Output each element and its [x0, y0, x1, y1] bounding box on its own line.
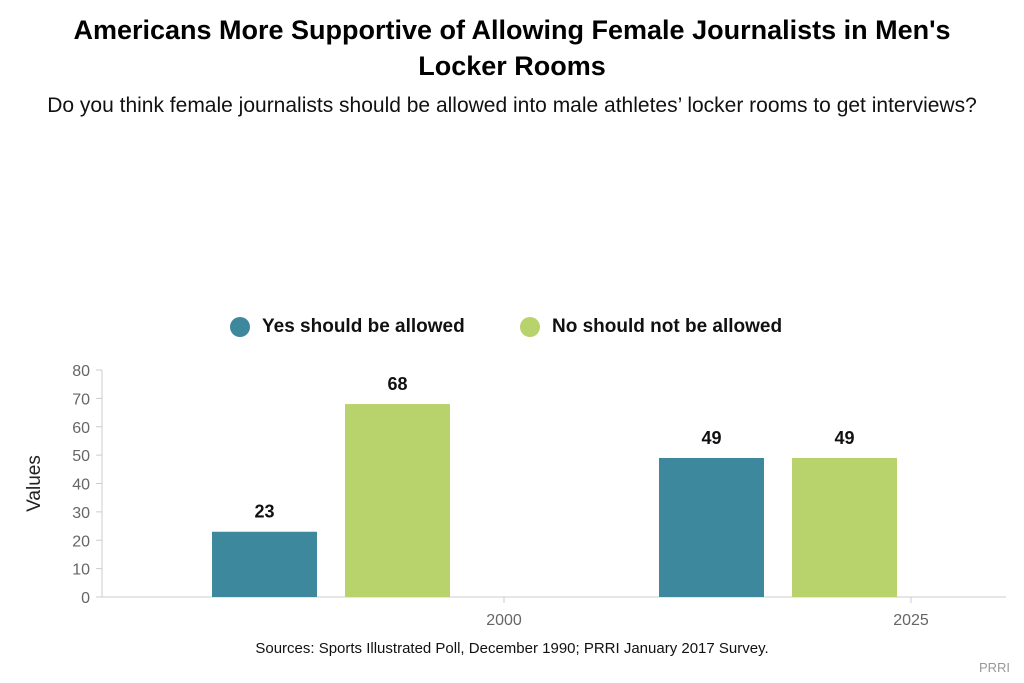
y-tick-label: 30 — [72, 505, 90, 522]
legend: Yes should be allowed No should not be a… — [0, 316, 1024, 342]
bar-no-1990 — [345, 404, 450, 597]
credit-label: PRRI — [978, 660, 1010, 675]
y-tick-label: 60 — [72, 420, 90, 437]
y-tick-label: 20 — [72, 533, 90, 550]
legend-swatch-yes — [230, 317, 250, 337]
y-tick-label: 70 — [72, 391, 90, 408]
legend-item-no: No should not be allowed — [520, 316, 782, 338]
y-tick-label: 40 — [72, 477, 90, 494]
y-axis-title: Values — [24, 455, 45, 512]
y-tick-label: 10 — [72, 562, 90, 579]
x-tick-label: 2000 — [486, 612, 522, 629]
legend-swatch-no — [520, 317, 540, 337]
legend-label-no: No should not be allowed — [552, 316, 783, 337]
y-tick-label: 0 — [81, 590, 90, 607]
bar-yes-2017 — [659, 457, 764, 597]
data-label: 49 — [834, 428, 854, 448]
data-label: 49 — [701, 428, 721, 448]
chart-title: Americans More Supportive of Allowing Fe… — [73, 15, 951, 81]
chart-subtitle: Do you think female journalists should b… — [47, 94, 977, 117]
x-tick-label: 2025 — [893, 612, 929, 629]
data-label: 68 — [387, 374, 407, 394]
legend-item-yes: Yes should be allowed — [230, 316, 465, 338]
y-tick-label: 80 — [72, 363, 90, 380]
bar-yes-1990 — [212, 531, 317, 597]
y-tick-label: 50 — [72, 448, 90, 465]
data-label: 23 — [254, 502, 274, 522]
bar-no-2017 — [792, 457, 897, 597]
legend-label-yes: Yes should be allowed — [262, 316, 465, 337]
source-note: Sources: Sports Illustrated Poll, Decemb… — [255, 640, 769, 657]
